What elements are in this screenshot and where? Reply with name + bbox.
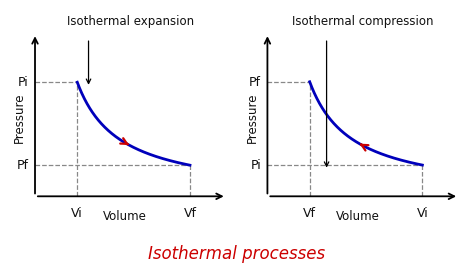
Title: Isothermal expansion: Isothermal expansion <box>67 15 194 28</box>
Text: Pf: Pf <box>249 76 261 89</box>
Text: Volume: Volume <box>103 210 147 223</box>
Text: Pi: Pi <box>250 159 261 172</box>
Text: Pf: Pf <box>17 159 29 172</box>
Text: Vf: Vf <box>183 207 196 220</box>
Text: Vf: Vf <box>303 207 316 220</box>
Text: Volume: Volume <box>336 210 379 223</box>
Text: Pi: Pi <box>18 76 29 89</box>
Text: Pressure: Pressure <box>246 93 258 143</box>
Text: Vi: Vi <box>417 207 428 220</box>
Title: Isothermal compression: Isothermal compression <box>292 15 434 28</box>
Text: Vi: Vi <box>72 207 83 220</box>
Text: Pressure: Pressure <box>13 93 26 143</box>
Text: Isothermal processes: Isothermal processes <box>148 245 326 263</box>
